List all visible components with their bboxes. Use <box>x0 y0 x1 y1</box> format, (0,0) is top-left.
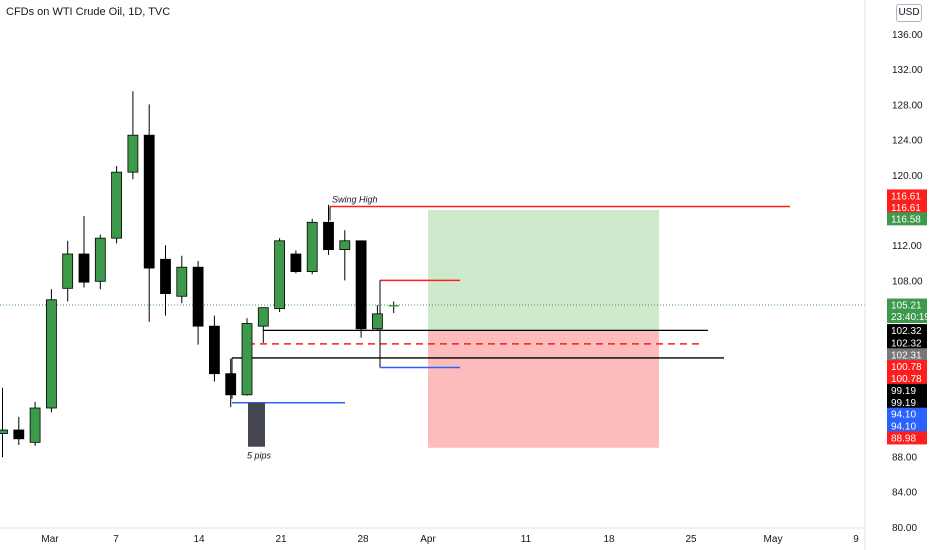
y-tick-label: 88.00 <box>892 452 917 463</box>
candles <box>0 91 399 458</box>
x-tick-label: 11 <box>521 534 532 545</box>
candle-body <box>78 253 90 283</box>
candle-body <box>323 221 334 251</box>
candle-body <box>46 299 57 409</box>
chart-title: CFDs on WTI Crude Oil, 1D, TVC <box>6 6 171 18</box>
x-tick-label: 7 <box>113 534 119 545</box>
currency-button[interactable]: USD <box>896 4 922 22</box>
y-tick-label: 80.00 <box>892 523 917 534</box>
x-tick-label: 25 <box>685 534 697 545</box>
price-tag-bg <box>887 189 927 203</box>
price-tag-label: 94.10 <box>891 422 916 433</box>
pips-label: 5 pips <box>247 451 272 461</box>
price-tag-label: 99.19 <box>891 386 916 397</box>
candle-body <box>111 171 122 239</box>
price-tag-bg <box>887 360 927 374</box>
candle-body <box>29 407 41 443</box>
y-tick-label: 132.00 <box>892 65 923 76</box>
x-tick-label: Mar <box>41 534 59 545</box>
candle-body <box>176 266 188 297</box>
x-tick-label: 14 <box>193 534 205 545</box>
candle-body <box>94 237 106 282</box>
gap-box <box>248 402 265 447</box>
price-tag-label: 94.10 <box>891 410 916 421</box>
stop-zone <box>428 330 659 448</box>
x-tick-label: 18 <box>603 534 615 545</box>
price-tag-bg <box>887 383 927 397</box>
candle-body <box>274 240 286 309</box>
candle-body <box>371 313 383 330</box>
price-tag-label: 102.31 <box>891 350 922 361</box>
price-tag-bg <box>887 212 927 226</box>
price-axis[interactable]: 136.00132.00128.00124.00120.00116.00112.… <box>892 30 923 534</box>
y-tick-label: 124.00 <box>892 136 923 147</box>
candle-body <box>306 221 318 273</box>
candle-body <box>62 253 74 289</box>
price-tag-label: 88.98 <box>891 433 916 444</box>
price-tag-label: 102.32 <box>891 326 922 337</box>
price-tag-bg <box>887 309 927 323</box>
candle-body <box>0 429 8 434</box>
price-tag-bg <box>887 407 927 421</box>
price-tag-label: 100.78 <box>891 374 922 385</box>
price-tag-label: 116.58 <box>891 214 921 225</box>
candle-body <box>355 240 367 330</box>
price-tag-bg <box>887 324 927 338</box>
price-tag-bg <box>887 372 927 386</box>
x-tick-label: Apr <box>420 534 436 545</box>
candle-body <box>257 307 269 327</box>
y-tick-label: 136.00 <box>892 30 923 41</box>
price-tag-label: 105.21 <box>891 301 922 312</box>
candle-body <box>143 134 155 269</box>
candle-body <box>339 240 351 251</box>
candle-body <box>13 429 25 440</box>
y-tick-label: 108.00 <box>892 276 923 287</box>
price-tag-bg <box>887 336 927 350</box>
price-tag-label: 100.78 <box>891 362 922 373</box>
price-tag-bg <box>887 419 927 433</box>
x-tick-label: 9 <box>853 534 859 545</box>
swing-high-label: Swing High <box>332 194 378 204</box>
y-tick-label: 120.00 <box>892 171 923 182</box>
candle-body <box>225 373 237 396</box>
price-tag-label: 116.61 <box>891 191 921 202</box>
candle-body <box>160 258 171 294</box>
price-tags: 116.61116.61116.58105.2123:40:19102.3210… <box>887 189 930 445</box>
x-tick-label: 21 <box>275 534 287 545</box>
y-tick-label: 128.00 <box>892 100 923 111</box>
candle-body <box>127 134 139 173</box>
x-tick-label: 28 <box>357 534 369 545</box>
y-tick-label: 84.00 <box>892 488 917 499</box>
annotations: Swing High 5 pips <box>247 194 378 460</box>
position-zones[interactable] <box>428 210 659 448</box>
y-tick-label: 112.00 <box>892 241 922 252</box>
price-tag-label: 99.19 <box>891 398 916 409</box>
price-tag-bg <box>887 395 927 409</box>
candle-body <box>388 305 399 307</box>
price-tag-label: 102.32 <box>891 338 922 349</box>
target-zone <box>428 210 659 331</box>
price-tag-bg <box>887 200 927 214</box>
x-tick-label: May <box>764 534 783 545</box>
price-tag-bg <box>887 348 927 362</box>
candle-body <box>192 266 204 327</box>
time-axis[interactable]: Mar 7 14 21 28 Apr 11 18 25 May 9 <box>41 534 859 545</box>
price-tag-label: 23:40:19 <box>891 312 930 323</box>
candle-body <box>290 253 302 273</box>
candle-body <box>208 325 220 375</box>
candle-body <box>241 323 253 396</box>
price-tag-bg <box>887 431 927 445</box>
price-tag-bg <box>887 298 927 312</box>
price-tag-label: 116.61 <box>891 203 921 214</box>
